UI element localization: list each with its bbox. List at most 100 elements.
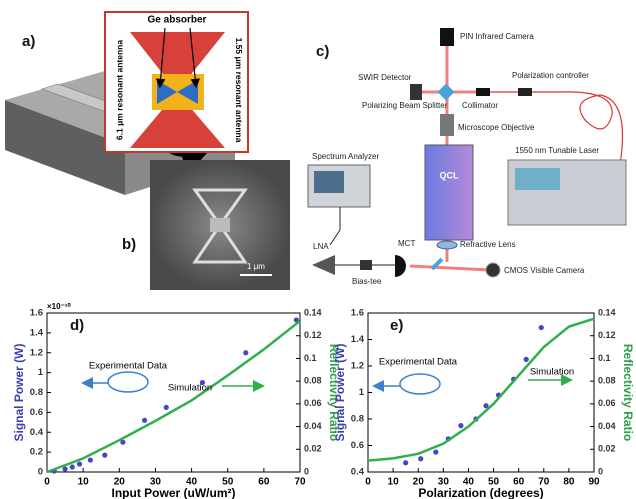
y2-tick-label: 0.04 [598,421,616,431]
sem-feature [210,218,230,232]
data-point [243,350,248,355]
annotation: Simulation [168,383,212,394]
x-tick-label: 80 [563,477,575,488]
x-tick-label: 10 [388,477,400,488]
y-tick-label: 1 [359,387,365,398]
y-tick-label: 0.4 [351,467,365,478]
y-tick-label: 1.4 [30,327,44,338]
y-tick-label: 1.4 [351,334,365,345]
y2-tick-label: 0 [304,466,309,476]
y-multiplier: ×10⁻¹⁰ [47,302,71,311]
x-tick-label: 70 [294,477,306,488]
beam-splitter [438,84,455,101]
annotation-ellipse [400,374,440,394]
annotation: Experimental Data [379,357,458,368]
x-tick-label: 10 [78,477,90,488]
y2-tick-label: 0.06 [598,398,616,408]
y-tick-label: 0.8 [351,414,364,425]
x-axis-title: Input Power (uW/um²) [112,486,236,499]
y-tick-label: 0.6 [351,440,364,451]
y2-tick-label: 0.12 [304,330,322,340]
cmos-camera [486,263,500,277]
y2-tick-label: 0.1 [598,353,611,363]
mct [395,255,406,277]
x-axis-title: Polarization (degrees) [418,486,543,499]
annotation: Simulation [530,367,574,378]
plot-frame [368,313,594,472]
panel-label: a) [22,33,35,50]
y-axis-title: Signal Power (W) [333,343,347,441]
y2-axis-title: Reflectivity Ratio [621,344,635,441]
data-point [433,450,438,455]
panel-label: d) [70,317,84,334]
y-tick-label: 1.2 [30,347,43,358]
y-tick-label: 1.2 [351,361,364,372]
panel-label: b) [122,236,136,253]
y2-tick-label: 0.02 [304,444,322,454]
qcl [425,145,473,240]
simulation-line [47,321,300,472]
annotation: Experimental Data [89,361,168,372]
pin-camera [440,28,454,46]
scale-label: 1 μm [247,262,265,271]
y2-tick-label: 0.14 [598,307,616,317]
page-body: {"panels":{"a":"a)","b":"b)","c":"c)","d… [0,0,636,499]
data-point [524,357,529,362]
lna [312,255,335,275]
setup-label: Refractive Lens [460,240,516,249]
collimator [476,88,490,96]
panel-c: PIN Infrared Camera SWIR Detector Polari… [308,28,626,286]
lens [437,241,457,249]
x-tick-label: 0 [44,477,50,488]
objective [440,114,454,136]
setup-label: MCT [398,239,415,248]
x-tick-label: 0 [365,477,371,488]
figure: Ge absorber 6.1 μm resonant antenna 1.55… [0,0,636,499]
bias-tee [360,260,372,270]
analyzer-screen [314,171,344,193]
setup-label: Polarization controller [512,71,589,80]
data-point [418,456,423,461]
setup-label: Bias-tee [352,277,382,286]
y2-tick-label: 0.1 [304,353,317,363]
cable [330,207,340,245]
y-tick-label: 0.4 [30,427,44,438]
y-tick-label: 0.2 [30,447,43,458]
data-point [88,457,93,462]
setup-label: QCL [440,170,460,180]
antenna-label: 1.55 μm resonant antenna [234,38,244,143]
y2-tick-label: 0.08 [304,376,322,386]
panel-label: e) [390,317,403,334]
beam [410,266,490,270]
page: Figure html,body{margin:0;padding:0;back… [0,0,636,499]
annotation-ellipse [108,372,148,392]
setup-label: PIN Infrared Camera [460,32,534,41]
y2-tick-label: 0.08 [598,376,616,386]
data-point [164,405,169,410]
setup-label: 1550 nm Tunable Laser [515,146,599,155]
data-point [539,325,544,330]
y2-tick-label: 0.04 [304,421,322,431]
antenna-label: 6.1 μm resonant antenna [114,40,124,140]
y-tick-label: 1.6 [30,308,43,319]
x-tick-label: 60 [258,477,270,488]
data-point [102,453,107,458]
y-tick-label: 0 [38,467,43,478]
data-point [458,423,463,428]
laser-screen [515,168,560,190]
data-point [403,460,408,465]
y2-tick-label: 0.02 [598,444,616,454]
y-tick-label: 1.6 [351,308,364,319]
y-tick-label: 1 [38,367,44,378]
y-tick-label: 0.6 [30,407,43,418]
simulation-line [368,319,594,461]
y2-tick-label: 0 [598,466,603,476]
setup-label: Microscope Objective [458,123,535,132]
x-tick-label: 90 [588,477,600,488]
pol-controller [518,88,532,96]
y2-tick-label: 0.14 [304,307,322,317]
inset-title: Ge absorber [148,15,207,26]
data-point [142,418,147,423]
